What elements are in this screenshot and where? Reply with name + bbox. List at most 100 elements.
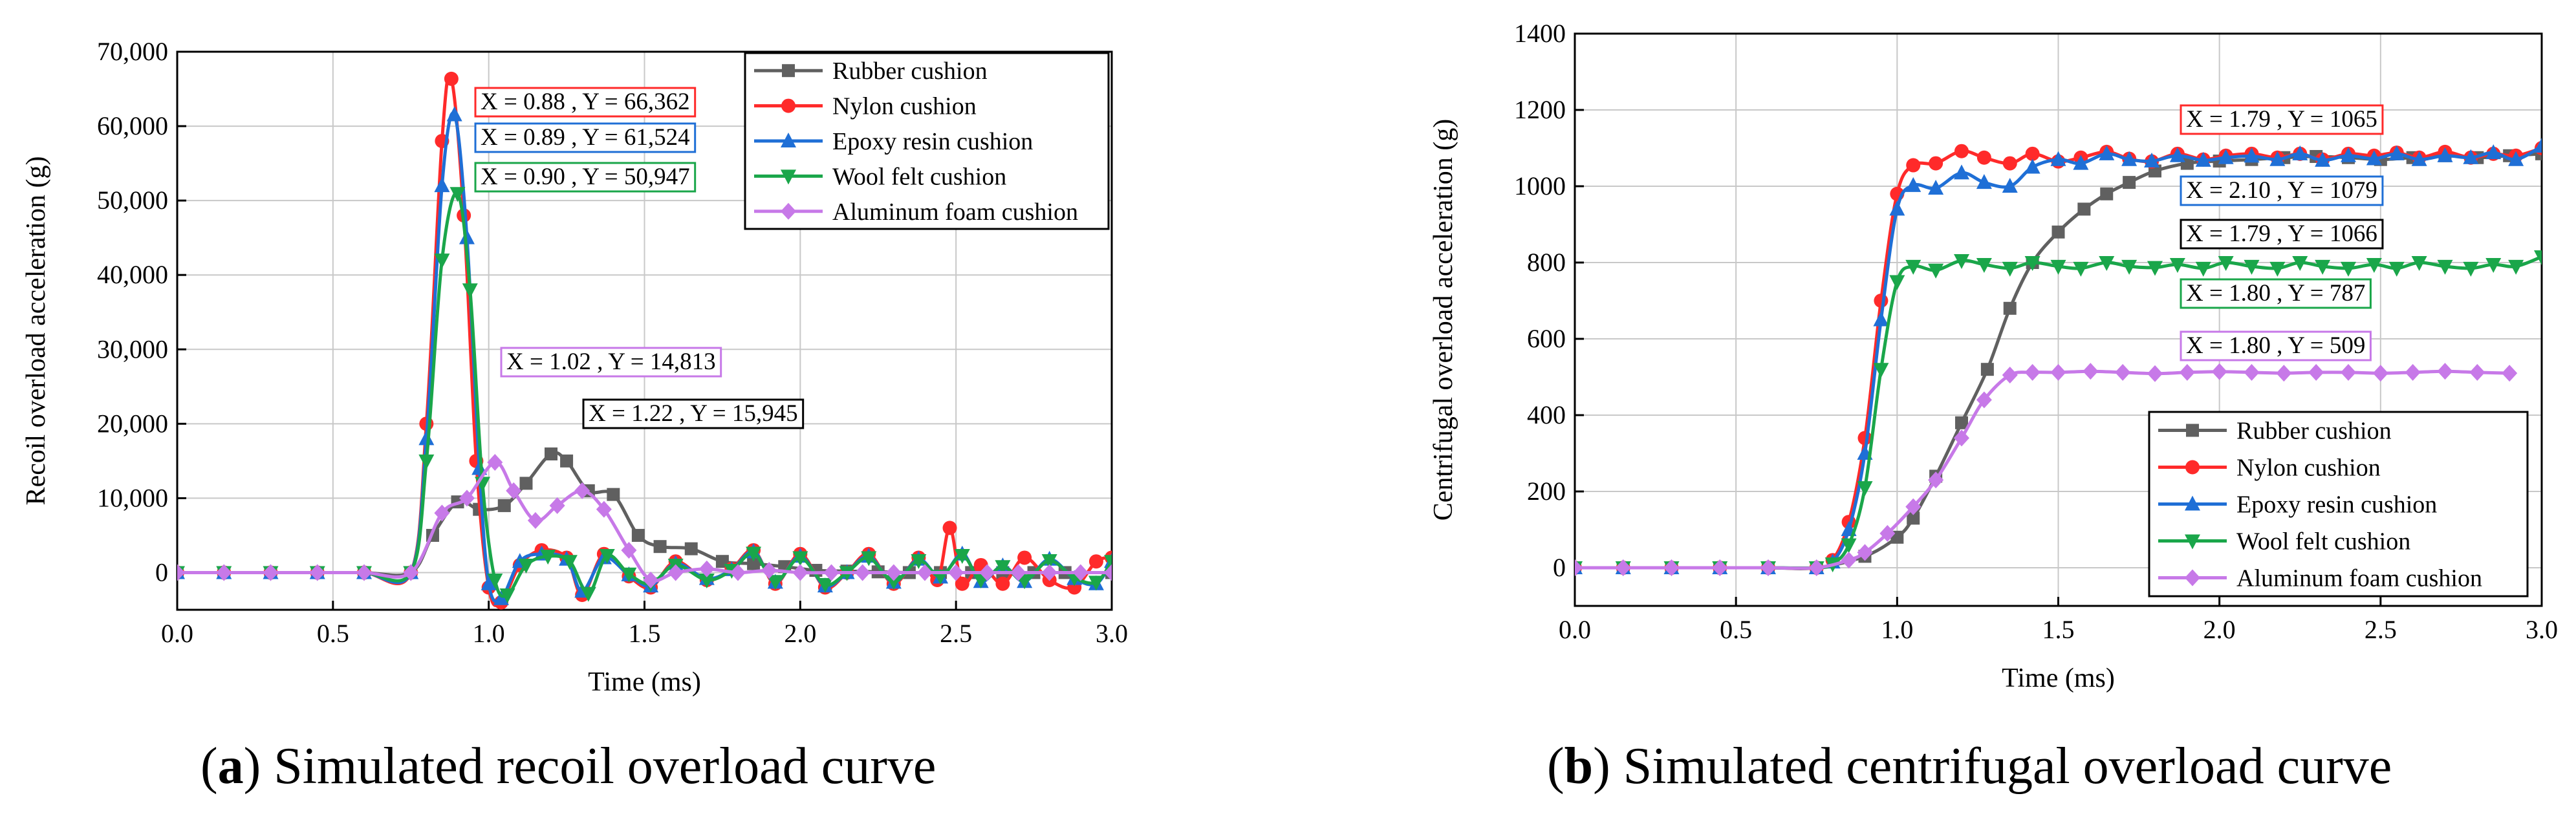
caption-a: (a) Simulated recoil overload curve: [200, 738, 936, 795]
y-tick-label: 1000: [1514, 171, 1566, 200]
data-point: [2469, 363, 2485, 381]
legend-label: Rubber cushion: [832, 58, 988, 85]
x-tick-label: 1.5: [2042, 615, 2075, 644]
data-point: [2244, 147, 2260, 163]
legend-label: Epoxy resin cushion: [2236, 491, 2437, 519]
data-point: [792, 564, 808, 581]
x-axis-label: Time (ms): [2002, 663, 2115, 693]
data-point: [216, 564, 232, 581]
data-point: [2169, 257, 2185, 273]
x-tick-label: 0.5: [317, 619, 349, 648]
data-point: [817, 577, 833, 593]
data-point: [487, 454, 503, 471]
annotation-text: X = 1.02 , Y = 14,813: [506, 349, 716, 375]
annotation: X = 1.22 , Y = 15,945: [582, 398, 805, 429]
annotation: X = 0.90 , Y = 50,947: [474, 162, 697, 193]
data-point: [684, 542, 698, 555]
data-point: [1615, 559, 1631, 576]
y-tick-label: 0: [155, 557, 168, 587]
annotation-text: X = 1.22 , Y = 15,945: [589, 400, 798, 427]
caption-b: (b) Simulated centrifugal overload curve: [1547, 738, 2392, 795]
y-tick-label: 50,000: [97, 186, 168, 215]
data-point: [2024, 158, 2040, 174]
legend-marker: [2185, 460, 2200, 475]
data-point: [2244, 363, 2260, 381]
legend-label: Epoxy resin cushion: [832, 128, 1033, 155]
y-tick-label: 1400: [1514, 19, 1566, 48]
x-tick-label: 2.0: [784, 619, 816, 648]
data-point: [2341, 147, 2356, 162]
data-point: [643, 571, 659, 588]
data-point: [1907, 511, 1920, 525]
data-point: [2308, 363, 2324, 381]
annotation: X = 1.80 , Y = 787: [2180, 278, 2372, 309]
annotation: X = 0.89 , Y = 61,524: [474, 122, 697, 153]
data-point: [2147, 365, 2163, 382]
data-point: [2002, 367, 2018, 384]
legend-marker: [781, 169, 796, 185]
y-tick-label: 200: [1527, 477, 1566, 506]
data-point: [2179, 363, 2195, 381]
data-point: [1017, 550, 1032, 565]
data-point: [177, 564, 185, 581]
series-aluminum-foam-cushion: [1575, 363, 2518, 576]
data-point: [1104, 564, 1112, 581]
data-point: [2195, 261, 2211, 277]
data-point: [1889, 275, 1905, 290]
legend-label: Aluminum foam cushion: [832, 199, 1078, 226]
data-point: [1575, 559, 1583, 576]
legend: Rubber cushion Nylon cushion Epoxy resin c…: [744, 52, 1110, 230]
x-axis-label: Time (ms): [588, 667, 701, 697]
data-point: [747, 557, 761, 570]
y-tick-label: 1200: [1514, 95, 1566, 124]
data-point: [917, 564, 933, 581]
data-point: [309, 564, 325, 581]
annotation-text: X = 1.79 , Y = 1065: [2186, 106, 2377, 133]
data-point: [667, 564, 684, 581]
data-point: [1980, 363, 1994, 376]
x-tick-label: 0.0: [161, 619, 193, 648]
data-point: [497, 499, 511, 512]
data-point: [792, 551, 808, 566]
data-point: [1712, 559, 1728, 576]
data-point: [462, 283, 478, 299]
annotation-box: [474, 87, 697, 118]
data-point: [1857, 544, 1873, 561]
y-tick-label: 30,000: [97, 334, 168, 363]
annotation-box: [2180, 219, 2384, 250]
data-point: [911, 554, 927, 570]
data-point: [356, 564, 372, 581]
data-point: [2508, 151, 2524, 166]
data-point: [2315, 259, 2331, 275]
data-point: [2073, 261, 2089, 277]
y-tick-label: 70,000: [97, 37, 168, 66]
data-point: [263, 564, 279, 581]
data-point: [1976, 174, 1992, 189]
data-point: [2218, 256, 2234, 271]
annotation-text: X = 0.88 , Y = 66,362: [481, 89, 690, 115]
data-point: [1929, 156, 1943, 171]
annotation: X = 2.10 , Y = 1079: [2180, 175, 2384, 206]
x-tick-label: 1.5: [629, 619, 661, 648]
data-point: [493, 590, 509, 605]
data-point: [561, 555, 578, 570]
x-tick-label: 1.0: [1881, 615, 1913, 644]
x-tick-label: 2.5: [2365, 615, 2397, 644]
data-point: [2003, 301, 2017, 315]
data-point: [1841, 552, 1857, 569]
data-point: [506, 482, 522, 499]
data-point: [549, 497, 565, 514]
legend-marker: [2185, 495, 2200, 511]
data-point: [698, 560, 715, 577]
data-point: [487, 573, 503, 588]
data-point: [1928, 471, 1944, 489]
data-point: [403, 564, 419, 581]
data-point: [2269, 151, 2286, 166]
data-point: [2123, 176, 2136, 189]
legend-marker: [781, 202, 796, 220]
annotation-box: [2180, 330, 2372, 361]
y-tick-label: 10,000: [97, 483, 168, 512]
data-point: [519, 477, 533, 490]
data-point: [2411, 256, 2427, 271]
